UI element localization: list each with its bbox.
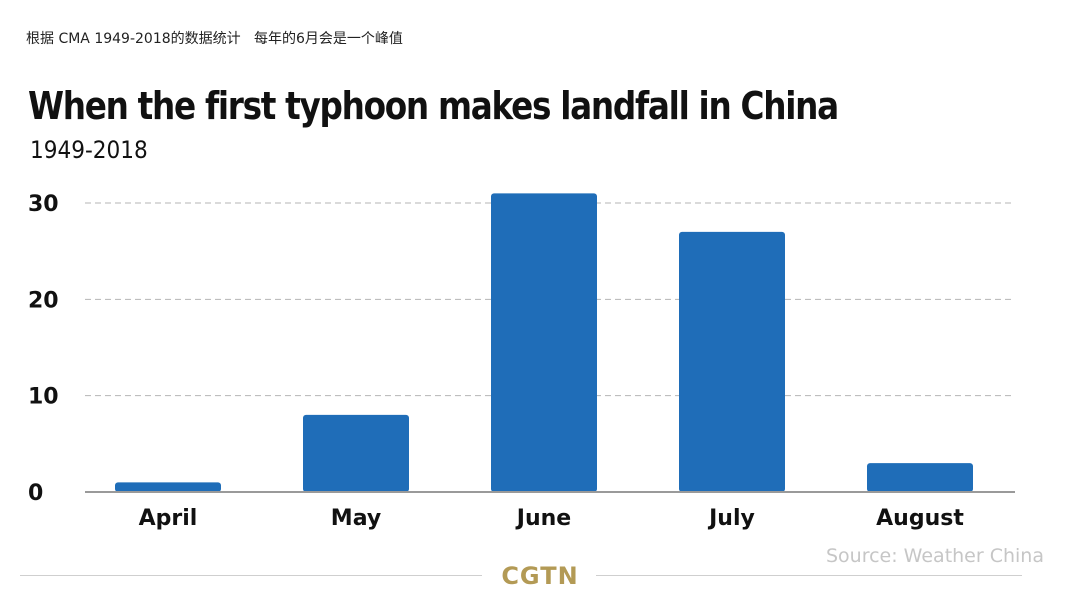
bar-april — [115, 482, 221, 492]
bar-august — [867, 463, 973, 492]
y-tick-label: 0 — [28, 481, 43, 506]
chart-title: When the first typhoon makes landfall in… — [28, 84, 839, 128]
y-tick-label: 30 — [28, 192, 59, 217]
top-caption: 根据 CMA 1949-2018的数据统计 每年的6月会是一个峰值 — [26, 31, 403, 47]
cgtn-logo: CGTN — [501, 562, 579, 590]
x-tick-label: August — [876, 506, 964, 531]
source-note: Source: Weather China — [825, 545, 1044, 567]
footer-divider-right — [596, 575, 1022, 576]
x-tick-label: July — [707, 506, 755, 531]
y-tick-label: 10 — [28, 385, 59, 410]
chart-subtitle: 1949-2018 — [30, 136, 148, 164]
x-tick-label: May — [331, 506, 381, 531]
y-tick-label: 20 — [28, 288, 59, 313]
footer-divider-left — [20, 575, 482, 576]
x-tick-label: June — [515, 506, 571, 531]
bar-june — [491, 193, 597, 492]
bar-july — [679, 231, 785, 492]
bar-may — [303, 414, 409, 492]
x-tick-label: April — [139, 506, 198, 531]
